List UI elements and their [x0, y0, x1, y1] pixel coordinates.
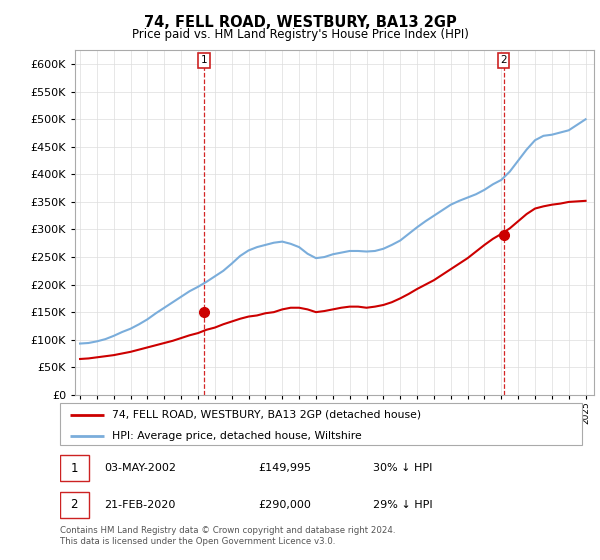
Text: HPI: Average price, detached house, Wiltshire: HPI: Average price, detached house, Wilt…: [112, 431, 362, 441]
Text: 74, FELL ROAD, WESTBURY, BA13 2GP: 74, FELL ROAD, WESTBURY, BA13 2GP: [143, 15, 457, 30]
Text: 2: 2: [500, 55, 507, 66]
FancyBboxPatch shape: [60, 455, 89, 481]
Text: £149,995: £149,995: [259, 463, 311, 473]
Text: 1: 1: [200, 55, 207, 66]
Text: 2: 2: [71, 498, 78, 511]
Text: 21-FEB-2020: 21-FEB-2020: [104, 500, 176, 510]
FancyBboxPatch shape: [60, 403, 582, 445]
Text: 30% ↓ HPI: 30% ↓ HPI: [373, 463, 433, 473]
Text: 74, FELL ROAD, WESTBURY, BA13 2GP (detached house): 74, FELL ROAD, WESTBURY, BA13 2GP (detac…: [112, 409, 421, 419]
Text: 03-MAY-2002: 03-MAY-2002: [104, 463, 176, 473]
Text: Contains HM Land Registry data © Crown copyright and database right 2024.
This d: Contains HM Land Registry data © Crown c…: [60, 526, 395, 546]
Text: £290,000: £290,000: [259, 500, 311, 510]
Text: 1: 1: [71, 461, 78, 475]
FancyBboxPatch shape: [60, 492, 89, 517]
Text: Price paid vs. HM Land Registry's House Price Index (HPI): Price paid vs. HM Land Registry's House …: [131, 28, 469, 41]
Text: 29% ↓ HPI: 29% ↓ HPI: [373, 500, 433, 510]
